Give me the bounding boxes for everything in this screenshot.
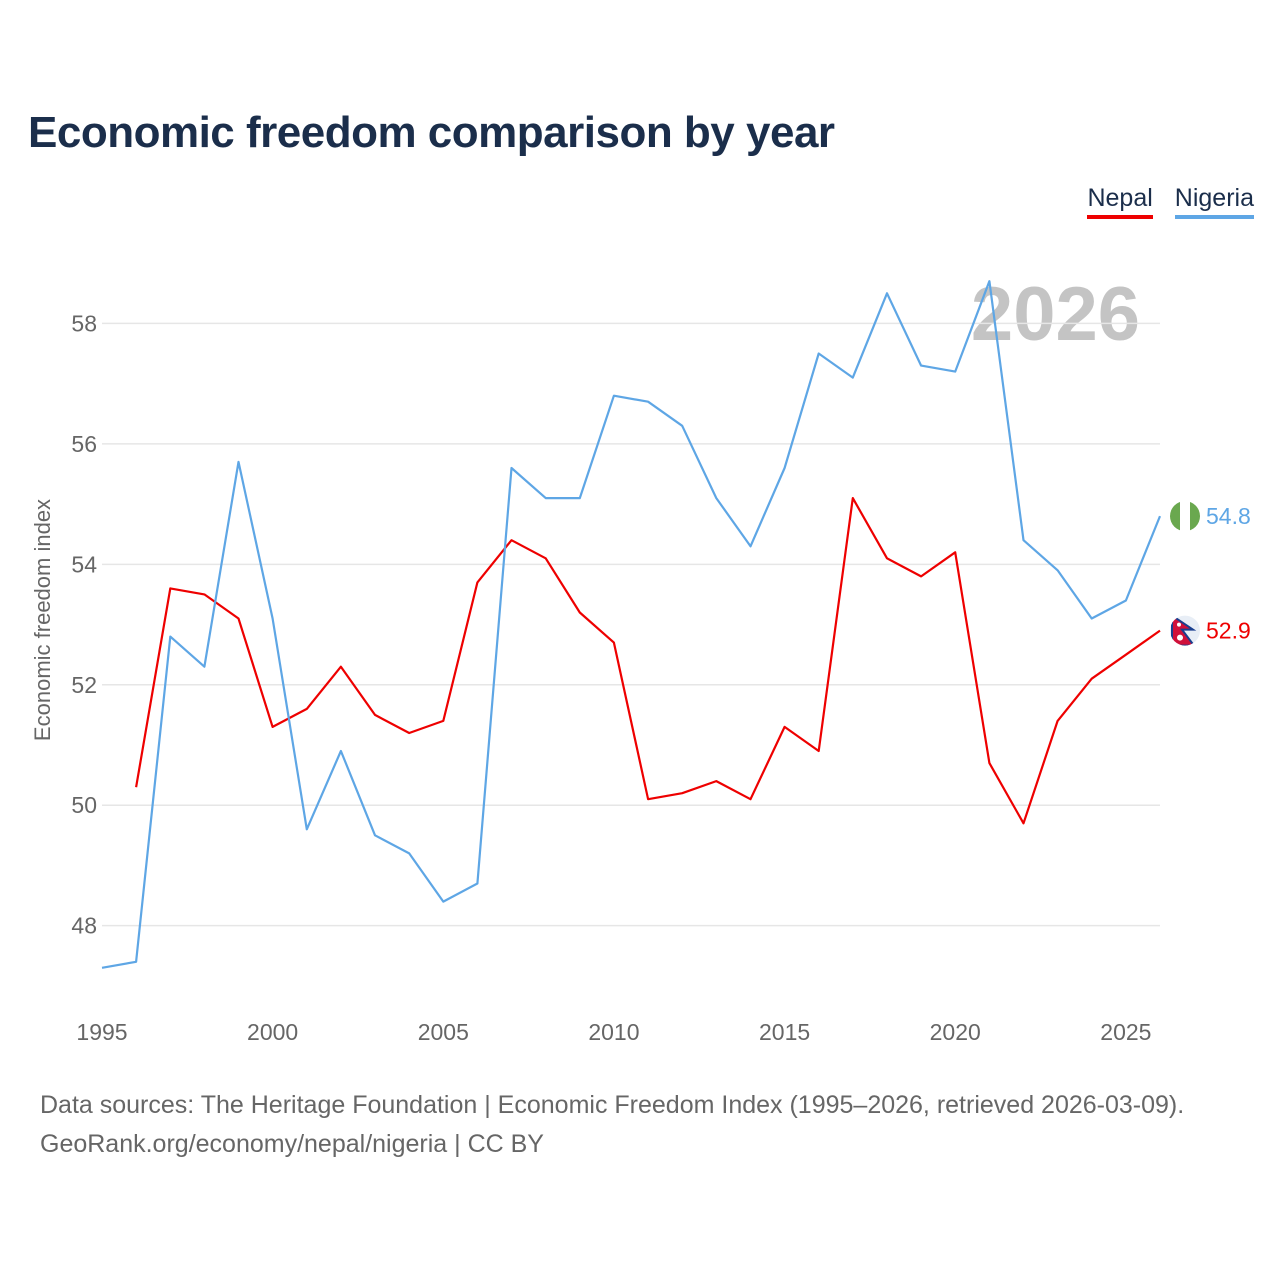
series-line-nigeria[interactable] (101, 280, 1162, 969)
y-tick-label: 58 (71, 310, 97, 336)
end-label-nepal: 52.9 (1206, 618, 1251, 644)
y-axis-label: Economic freedom index (30, 499, 55, 741)
line-chart: 2026 48 50 52 54 56 58 1995 2000 2005 2010 2015 20… (30, 272, 1251, 1045)
x-tick-label: 2005 (418, 1019, 469, 1045)
nepal-flag-icon (1170, 615, 1200, 646)
series-lines (101, 280, 1162, 969)
y-tick-label: 50 (71, 792, 97, 818)
x-tick-label: 2025 (1100, 1019, 1151, 1045)
y-axis-ticks: 48 50 52 54 56 58 (71, 310, 97, 938)
legend: Nepal Nigeria (1087, 184, 1254, 219)
footer-source: Data sources: The Heritage Foundation | … (40, 1091, 1185, 1119)
x-axis-ticks: 1995 2000 2005 2010 2015 2020 2025 (76, 1019, 1151, 1045)
chart-title: Economic freedom comparison by year (28, 108, 835, 157)
y-tick-label: 56 (71, 431, 97, 457)
nigeria-flag-icon (1170, 501, 1200, 532)
x-tick-label: 2000 (247, 1019, 298, 1045)
x-tick-label: 2015 (759, 1019, 810, 1045)
year-watermark: 2026 (971, 272, 1140, 357)
end-label-nigeria: 54.8 (1206, 503, 1251, 529)
y-tick-label: 54 (71, 551, 97, 577)
x-tick-label: 2020 (930, 1019, 981, 1045)
legend-item-nepal[interactable]: Nepal (1087, 184, 1153, 219)
legend-item-nigeria[interactable]: Nigeria (1174, 184, 1254, 219)
gridlines (102, 322, 1160, 927)
x-tick-label: 1995 (76, 1019, 127, 1045)
footer: Data sources: The Heritage Foundation | … (40, 1086, 1184, 1164)
y-tick-label: 48 (71, 913, 97, 939)
x-tick-label: 2010 (588, 1019, 639, 1045)
footer-link[interactable]: GeoRank.org/economy/nepal/nigeria | CC B… (40, 1130, 544, 1158)
series-line-nepal[interactable] (135, 497, 1161, 825)
end-markers: 52.9 54.8 (1170, 501, 1251, 646)
y-tick-label: 52 (71, 672, 97, 698)
